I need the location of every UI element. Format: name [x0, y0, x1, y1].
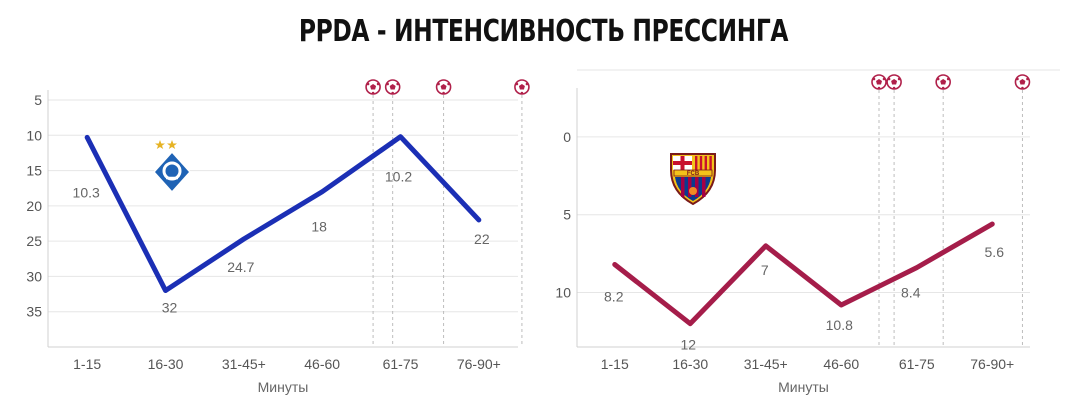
x-tick-label: 1-15 [601, 356, 629, 372]
x-tick-label: 16-30 [672, 356, 708, 372]
data-label: 10.2 [385, 169, 412, 185]
data-label: 8.2 [604, 289, 624, 305]
y-tick-label: 20 [26, 198, 42, 214]
y-tick-label: 0 [563, 129, 571, 145]
data-label: 24.7 [227, 259, 254, 275]
y-tick-label: 10 [26, 127, 42, 143]
x-axis-title: Минуты [258, 379, 309, 395]
data-label: 12 [680, 337, 696, 353]
data-label: 22 [474, 231, 490, 247]
y-tick-label: 35 [26, 304, 42, 320]
x-tick-label: 46-60 [823, 356, 859, 372]
data-label: 10.3 [73, 184, 100, 200]
soccer-ball-icon [935, 74, 951, 90]
x-tick-label: 16-30 [148, 356, 184, 372]
data-label: 10.8 [826, 317, 853, 333]
y-tick-label: 30 [26, 268, 42, 284]
dynamo-kyiv-logo [152, 140, 192, 194]
x-tick-label: 31-45+ [222, 356, 266, 372]
x-axis-title: Минуты [778, 379, 829, 395]
data-label: 32 [162, 300, 178, 316]
x-tick-label: 31-45+ [744, 356, 788, 372]
svg-text:FCB: FCB [687, 171, 700, 177]
soccer-ball-icon [514, 79, 530, 95]
data-label: 18 [311, 219, 327, 235]
soccer-ball-icon [1014, 74, 1031, 90]
x-tick-label: 1-15 [73, 356, 101, 372]
y-tick-label: 10 [555, 285, 571, 301]
soccer-ball-icon [886, 74, 902, 90]
x-tick-label: 61-75 [899, 356, 935, 372]
soccer-ball-icon [871, 74, 887, 90]
page-title: PPDA - ИНТЕНСИВНОСТЬ ПРЕССИНГА [298, 14, 789, 49]
soccer-ball-icon [435, 79, 452, 95]
data-label: 8.4 [901, 285, 921, 301]
x-tick-label: 76-90+ [457, 356, 501, 372]
series-line [84, 134, 482, 294]
y-tick-label: 15 [26, 163, 42, 179]
series-line [612, 221, 995, 327]
x-tick-label: 76-90+ [970, 356, 1014, 372]
y-tick-label: 5 [563, 207, 571, 223]
fc-barcelona-logo: FCB [670, 153, 716, 206]
soccer-ball-icon [384, 79, 401, 95]
y-tick-label: 5 [34, 92, 42, 108]
x-tick-label: 46-60 [304, 356, 340, 372]
data-label: 7 [761, 262, 769, 278]
soccer-ball-icon [365, 79, 381, 95]
y-tick-label: 25 [26, 233, 42, 249]
x-tick-label: 61-75 [383, 356, 419, 372]
data-label: 5.6 [985, 244, 1005, 260]
